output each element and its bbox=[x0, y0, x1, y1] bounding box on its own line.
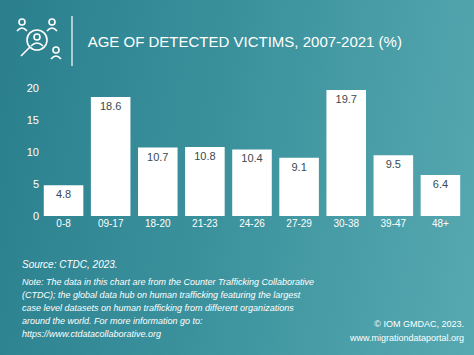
svg-text:30-38: 30-38 bbox=[333, 218, 359, 229]
svg-text:10.8: 10.8 bbox=[194, 150, 215, 162]
svg-text:09-17: 09-17 bbox=[98, 218, 124, 229]
svg-text:10.4: 10.4 bbox=[241, 152, 262, 164]
svg-text:18-20: 18-20 bbox=[145, 218, 171, 229]
svg-text:19.7: 19.7 bbox=[336, 93, 357, 105]
svg-text:18.6: 18.6 bbox=[100, 100, 121, 112]
svg-text:6.4: 6.4 bbox=[433, 178, 448, 190]
svg-text:10.7: 10.7 bbox=[147, 151, 168, 163]
svg-text:AGE OF DETECTED VICTIMS, 2007-: AGE OF DETECTED VICTIMS, 2007-2021 (%) bbox=[88, 33, 402, 50]
svg-text:39-47: 39-47 bbox=[381, 218, 407, 229]
svg-text:0: 0 bbox=[33, 210, 39, 222]
svg-text:9.1: 9.1 bbox=[291, 161, 306, 173]
svg-text:0-8: 0-8 bbox=[56, 218, 71, 229]
html-text:Source: CTDC, 2023.: Source: CTDC, 2023. bbox=[22, 259, 118, 270]
html-text:© IOM GMDAC, 2023.: © IOM GMDAC, 2023. bbox=[374, 319, 464, 329]
svg-text:24-26: 24-26 bbox=[239, 218, 265, 229]
svg-text:48+: 48+ bbox=[432, 218, 449, 229]
html-text:Note: The data in this chart a: Note: The data in this chart are from th… bbox=[22, 277, 314, 339]
svg-text:5: 5 bbox=[33, 178, 39, 190]
svg-text:20: 20 bbox=[27, 82, 39, 94]
svg-text:10: 10 bbox=[27, 146, 39, 158]
svg-text:4.8: 4.8 bbox=[56, 188, 71, 200]
svg-text:27-29: 27-29 bbox=[286, 218, 312, 229]
html-text:www.migrationdataportal.org: www.migrationdataportal.org bbox=[349, 333, 464, 343]
svg-text:9.5: 9.5 bbox=[386, 158, 401, 170]
svg-text:15: 15 bbox=[27, 114, 39, 126]
svg-text:21-23: 21-23 bbox=[192, 218, 218, 229]
